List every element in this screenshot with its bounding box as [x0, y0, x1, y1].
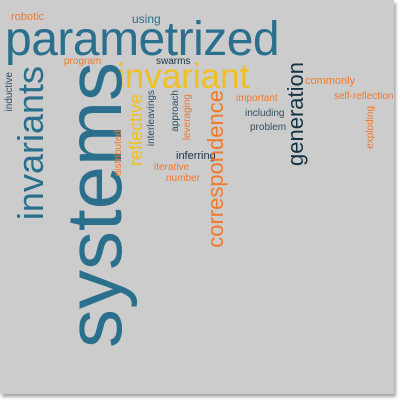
- word-distributed: distributed: [113, 130, 124, 177]
- word-interleavings: interleavings: [146, 90, 157, 147]
- word-exploding: exploding: [365, 106, 376, 149]
- word-program: program: [64, 56, 102, 67]
- word-problem: problem: [250, 122, 287, 133]
- word-parametrized: parametrized: [5, 13, 280, 66]
- word-self-reflection: self-reflection: [334, 91, 394, 102]
- word-systems: systems: [50, 62, 138, 349]
- word-iterative: iterative: [154, 162, 190, 173]
- word-important: important: [236, 93, 278, 104]
- word-commonly: commonly: [305, 75, 356, 87]
- word-swarms: swarms: [156, 56, 191, 67]
- word-using: using: [132, 12, 161, 26]
- word-invariant: invariant: [117, 57, 250, 96]
- word-leveraging: leveraging: [182, 94, 193, 141]
- word-number: number: [166, 173, 200, 184]
- word-generation: generation: [283, 62, 308, 166]
- word-reflective: reflective: [126, 94, 146, 167]
- word-robotic: robotic: [11, 11, 45, 23]
- word-cloud: robotic using parametrized program swarm…: [0, 0, 394, 394]
- word-including: including: [245, 108, 285, 119]
- word-invariants: invariants: [10, 66, 51, 221]
- word-approach: approach: [170, 90, 181, 132]
- word-inferring: inferring: [176, 150, 216, 162]
- word-correspondence: correspondence: [203, 90, 228, 248]
